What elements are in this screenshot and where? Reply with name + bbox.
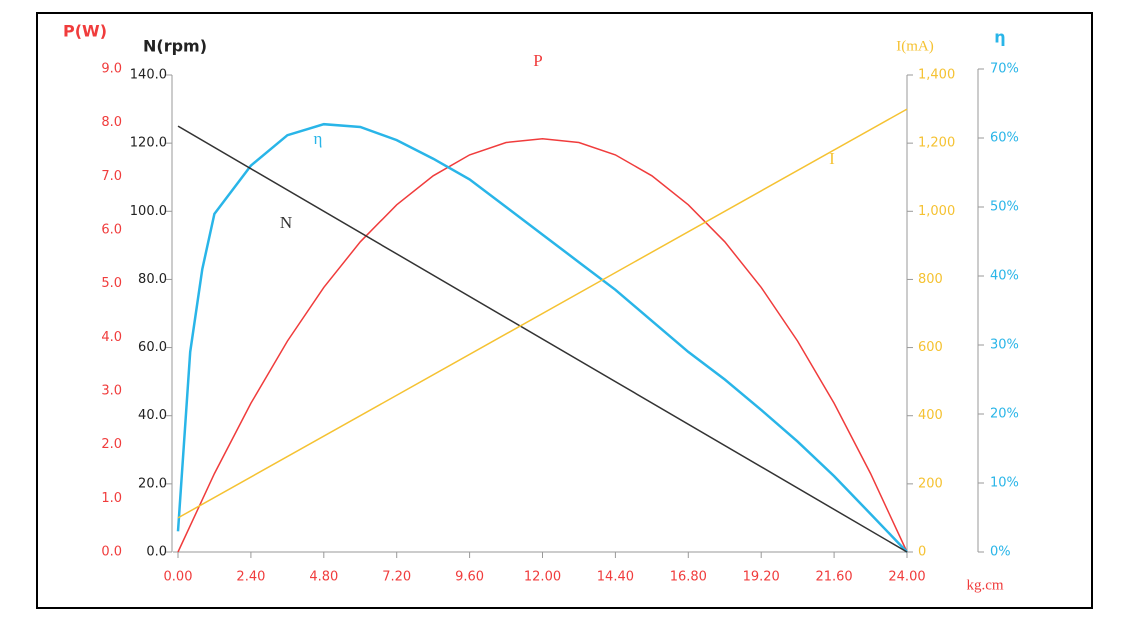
- series-line: [177, 108, 908, 519]
- x-tick-label: 7.20: [382, 570, 411, 585]
- y-tick-label: 80.0: [138, 272, 167, 287]
- x-tick-label: 2.40: [236, 570, 265, 585]
- y-tick-label: 30%: [990, 338, 1019, 353]
- x-tick-label: 12.00: [524, 570, 561, 585]
- y-tick-label: 60%: [990, 131, 1019, 146]
- x-axis-title: kg.cm: [966, 577, 1003, 593]
- y-tick-label: 40.0: [138, 408, 167, 423]
- y-tick-label: 140.0: [130, 68, 167, 83]
- series-label: N: [280, 213, 292, 232]
- y-tick-label: 1,000: [918, 204, 955, 219]
- y-tick-label: 20%: [990, 407, 1019, 422]
- y-tick-label: 0.0: [101, 545, 122, 560]
- series-label: η: [314, 129, 323, 148]
- y-tick-label: 600: [918, 340, 943, 355]
- x-tick-label: 21.60: [815, 570, 852, 585]
- y-tick-label: 120.0: [130, 136, 167, 151]
- series-line: [177, 125, 908, 553]
- y-tick-label: 70%: [990, 62, 1019, 77]
- y-tick-label: 8.0: [101, 115, 122, 130]
- x-tick-label: 14.40: [597, 570, 634, 585]
- y-tick-label: 6.0: [101, 223, 122, 238]
- series-line: [176, 122, 908, 553]
- y-tick-label: 0%: [990, 545, 1011, 560]
- y-tick-label: 9.0: [101, 62, 122, 77]
- y-tick-label: 800: [918, 272, 943, 287]
- series-label: P: [533, 51, 542, 70]
- y-axis-title: N(rpm): [143, 37, 207, 56]
- y-tick-label: 5.0: [101, 276, 122, 291]
- y-tick-label: 40%: [990, 269, 1019, 284]
- y-tick-label: 400: [918, 408, 943, 423]
- x-tick-label: 16.80: [670, 570, 707, 585]
- y-tick-label: 60.0: [138, 340, 167, 355]
- y-axis-title: η: [994, 28, 1005, 47]
- y-tick-label: 2.0: [101, 437, 122, 452]
- y-tick-label: 4.0: [101, 330, 122, 345]
- y-tick-label: 100.0: [130, 204, 167, 219]
- x-tick-label: 4.80: [309, 570, 338, 585]
- x-tick-label: 0.00: [164, 570, 193, 585]
- y-tick-label: 7.0: [101, 169, 122, 184]
- frame: [36, 12, 1093, 609]
- y-axis-title: I(mA): [896, 38, 934, 54]
- y-tick-label: 1,400: [918, 68, 955, 83]
- x-tick-label: 9.60: [455, 570, 484, 585]
- series-label: I: [829, 149, 835, 168]
- y-tick-label: 0: [918, 545, 926, 560]
- series-line: [177, 138, 908, 553]
- y-tick-label: 50%: [990, 200, 1019, 215]
- y-tick-label: 1.0: [101, 491, 122, 506]
- y-tick-label: 200: [918, 476, 943, 491]
- x-tick-label: 19.20: [743, 570, 780, 585]
- y-tick-label: 20.0: [138, 476, 167, 491]
- y-axis-title: P(W): [63, 22, 107, 41]
- y-tick-label: 1,200: [918, 136, 955, 151]
- x-tick-label: 24.00: [888, 570, 925, 585]
- y-tick-label: 3.0: [101, 384, 122, 399]
- y-tick-label: 0.0: [146, 545, 167, 560]
- y-tick-label: 10%: [990, 476, 1019, 491]
